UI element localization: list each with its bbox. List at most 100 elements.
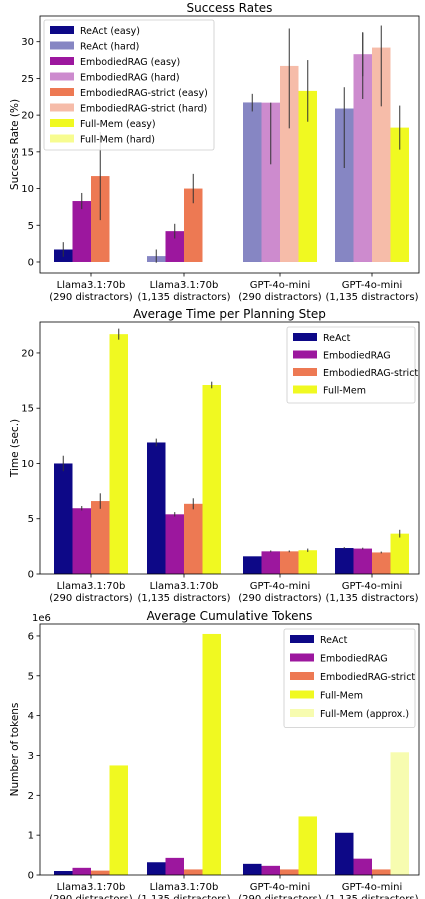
bar: [353, 548, 372, 574]
x-tick-label: GPT-4o-mini(1,135 distractors): [326, 581, 419, 604]
legend-label: EmbodiedRAG: [323, 351, 391, 362]
bar: [72, 201, 91, 262]
bar: [335, 108, 354, 262]
bar: [184, 503, 203, 574]
legend-frame: [283, 628, 416, 728]
bar: [243, 102, 262, 262]
chart-panel-2: Average Time per Planning Step 0 5 10 15 20 Ti…: [9, 307, 420, 604]
x-tick-label: Llama3.1:70b(290 distractors): [49, 882, 133, 899]
x-tick-label: GPT-4o-mini(1,135 distractors): [326, 882, 419, 899]
y-tick-label: 20: [21, 111, 34, 122]
x-tick-label: Llama3.1:70b(290 distractors): [49, 280, 133, 303]
bar: [335, 548, 354, 574]
bar: [202, 385, 221, 574]
legend-label: ReAct (easy): [80, 26, 140, 37]
bar: [147, 862, 166, 875]
bar: [165, 231, 184, 262]
legend-swatch: [293, 350, 317, 359]
bar: [298, 550, 317, 574]
y-tick-label: 30: [21, 37, 34, 48]
x-tick-label: GPT-4o-mini(1,135 distractors): [326, 280, 419, 303]
bar: [243, 556, 262, 574]
bar: [390, 533, 409, 574]
legend-frame: [286, 326, 416, 404]
bar: [109, 334, 128, 574]
y-axis-label: Success Rate (%): [9, 99, 21, 190]
bar: [91, 870, 110, 875]
legend: ReAct EmbodiedRAG EmbodiedRAG-strict Full-M…: [283, 628, 416, 728]
bar: [372, 552, 391, 574]
chart-title: Average Time per Planning Step: [133, 307, 326, 321]
y-tick-label: 0: [28, 570, 34, 581]
legend-swatch: [290, 672, 314, 680]
x-tick-label: Llama3.1:70b(1,135 distractors): [138, 882, 231, 899]
legend-label: EmbodiedRAG-strict (hard): [80, 104, 207, 115]
bar: [147, 442, 166, 574]
y-tick-label: 15: [21, 404, 34, 415]
chart-panel-3: Average Cumulative Tokens 0 1 2 3 4 5 6 1e6 Numbe…: [9, 609, 420, 899]
y-tick-label: 6: [28, 631, 34, 642]
legend-label: Full-Mem: [323, 386, 366, 397]
legend-label: EmbodiedRAG-strict: [320, 672, 415, 683]
legend-swatch: [290, 653, 314, 662]
legend-swatch: [50, 41, 74, 50]
y-axis-label: Number of tokens: [9, 703, 21, 797]
y-tick-label: 25: [21, 74, 34, 85]
x-tick-label: GPT-4o-mini(290 distractors): [238, 280, 322, 303]
bar: [261, 102, 280, 262]
y-tick-label: 5: [28, 671, 34, 682]
legend-label: ReAct: [323, 333, 351, 344]
x-tick-label: Llama3.1:70b(1,135 distractors): [138, 581, 231, 604]
legend-swatch: [293, 333, 317, 341]
y-tick-label: 0: [28, 871, 34, 882]
chart-title: Success Rates: [187, 1, 273, 15]
chart-title: Average Cumulative Tokens: [147, 609, 313, 623]
plot-frame: [39, 623, 420, 876]
bar: [261, 865, 280, 875]
y-tick-label: 4: [28, 711, 34, 722]
x-tick-label: Llama3.1:70b(1,135 distractors): [138, 280, 231, 303]
plot-frame: [39, 321, 420, 575]
bar: [353, 858, 372, 875]
bar: [54, 463, 73, 574]
bar: [54, 871, 73, 875]
bar: [335, 832, 354, 875]
bar: [91, 501, 110, 574]
legend-swatch: [293, 368, 317, 376]
bar: [243, 863, 262, 875]
legend-label: EmbodiedRAG (hard): [80, 73, 180, 84]
bar: [280, 65, 299, 262]
legend-label: ReAct: [320, 635, 348, 646]
legend-swatch: [293, 385, 317, 394]
legend-label: Full-Mem (hard): [80, 135, 155, 146]
bar: [298, 90, 317, 262]
legend-swatch: [290, 690, 314, 699]
y-tick-label: 2: [28, 791, 34, 802]
legend-label: EmbodiedRAG (easy): [80, 57, 180, 68]
legend-frame: [43, 19, 215, 151]
bar: [202, 633, 221, 875]
y-tick-label: 3: [28, 751, 34, 762]
legend-label: ReAct (hard): [80, 42, 139, 53]
legend-swatch: [50, 57, 74, 65]
legend: ReAct (easy) ReAct (hard) EmbodiedRAG (eas…: [43, 19, 215, 151]
legend-swatch: [290, 635, 314, 643]
legend-swatch: [50, 103, 74, 112]
legend-label: EmbodiedRAG-strict (easy): [80, 88, 208, 99]
y-tick-label: 10: [21, 184, 34, 195]
y-axis-label: Time (sec.): [9, 419, 21, 478]
bar: [261, 551, 280, 574]
y-tick-label: 15: [21, 147, 34, 158]
bar: [372, 47, 391, 262]
bar: [372, 869, 391, 875]
bar: [298, 816, 317, 875]
y-tick-label: 5: [28, 514, 34, 525]
bar: [109, 765, 128, 875]
legend-swatch: [50, 134, 74, 143]
bar: [390, 127, 409, 262]
x-tick-label: Llama3.1:70b(290 distractors): [49, 581, 133, 604]
legend-label: EmbodiedRAG: [320, 654, 388, 665]
y-tick-label: 20: [21, 348, 34, 359]
y-tick-label: 0: [28, 257, 34, 268]
